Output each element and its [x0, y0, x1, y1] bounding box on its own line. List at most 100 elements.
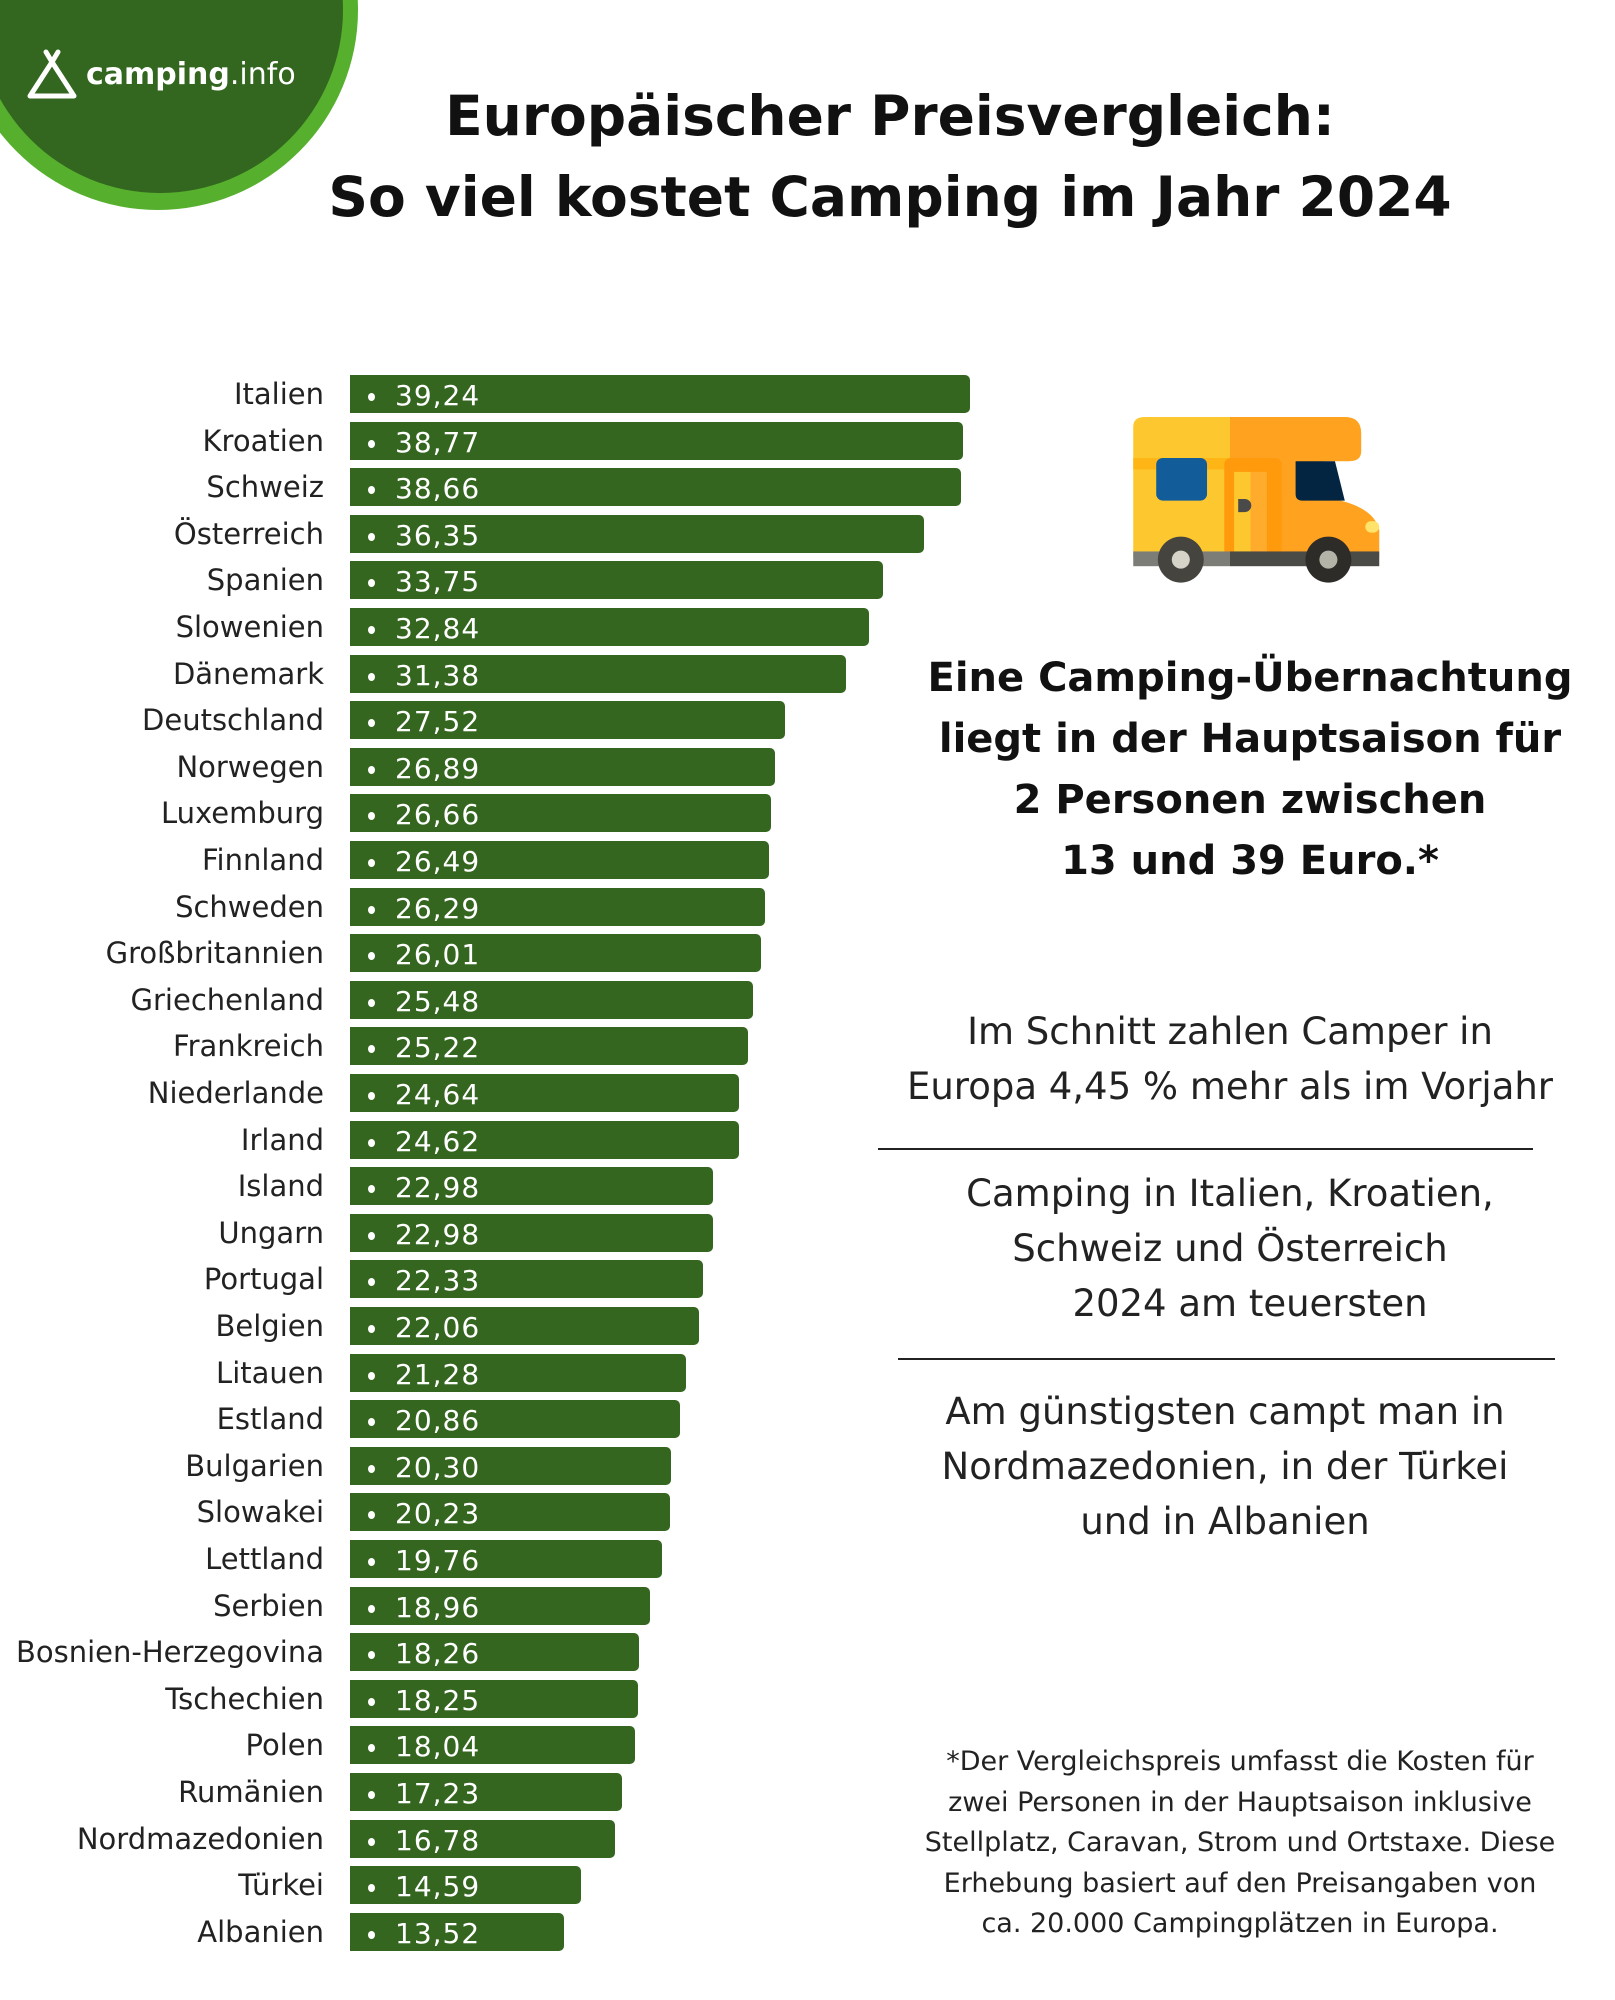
category-label: Lettland: [205, 1542, 324, 1576]
logo-brand: camping: [86, 56, 230, 92]
bar: 19,76: [350, 1540, 663, 1578]
value-label: 26,29: [395, 891, 481, 925]
bar: 22,33: [350, 1260, 703, 1299]
bullet-icon: [368, 1138, 375, 1147]
value-label: 22,98: [395, 1171, 481, 1205]
bullet-icon: [368, 998, 375, 1007]
category-label: Spanien: [206, 563, 324, 598]
bullet-icon: [368, 532, 375, 541]
title-line-2: So viel kostet Camping im Jahr 2024: [328, 165, 1452, 229]
category-label: Schweden: [175, 889, 324, 924]
category-label: Litauen: [216, 1355, 324, 1390]
category-label: Island: [237, 1169, 324, 1204]
bullet-icon: [368, 486, 375, 495]
category-label: Italien: [233, 377, 324, 411]
bar: 22,98: [350, 1213, 714, 1252]
tent-icon: [27, 49, 77, 99]
bullet-icon: [368, 765, 375, 774]
bar: 24,64: [350, 1074, 740, 1112]
category-label: Belgien: [215, 1309, 324, 1343]
value-label: 18,04: [395, 1730, 481, 1764]
value-label: 26,66: [395, 798, 481, 832]
bullet-icon: [368, 1511, 375, 1520]
category-label: Rumänien: [178, 1775, 324, 1809]
category-label: Niederlande: [147, 1076, 324, 1110]
bar: 38,66: [350, 468, 961, 507]
divider: [898, 1358, 1555, 1360]
bar: 27,52: [350, 701, 785, 740]
bullet-icon: [368, 1837, 375, 1846]
bar: 25,48: [350, 980, 753, 1019]
bar: 13,52: [350, 1912, 564, 1951]
headline: Eine Camping-Übernachtung liegt in der H…: [900, 648, 1600, 892]
bar: 31,38: [350, 654, 846, 693]
camper-van-icon: [1133, 416, 1380, 583]
bullet-icon: [368, 1045, 375, 1054]
category-label: Slowenien: [175, 610, 324, 644]
bullet-icon: [368, 393, 375, 401]
footnote-line: zwei Personen in der Hauptsaison inklusi…: [948, 1786, 1532, 1818]
bullet-icon: [368, 1231, 375, 1240]
category-label: Albanien: [197, 1914, 324, 1949]
value-label: 18,25: [395, 1683, 481, 1717]
bullet-icon: [368, 719, 375, 728]
category-label: Estland: [216, 1402, 324, 1437]
category-label: Österreich: [173, 516, 324, 551]
footnote-line: Erhebung basiert auf den Preisangaben vo…: [943, 1867, 1537, 1899]
bar: 38,77: [350, 421, 963, 460]
category-label: Nordmazedonien: [76, 1821, 324, 1856]
fact-most-expensive: Camping in Italien, Kroatien, Schweiz un…: [880, 1166, 1580, 1331]
fact-line: Nordmazedonien, in der Türkei: [941, 1445, 1509, 1488]
bullet-icon: [368, 626, 375, 634]
bullet-icon: [368, 1185, 375, 1194]
bar: 17,23: [350, 1773, 623, 1811]
bullet-icon: [368, 672, 375, 681]
footnote-line: Stellplatz, Caravan, Strom und Ortstaxe.…: [924, 1827, 1556, 1858]
category-label: Luxemburg: [161, 796, 324, 831]
value-label: 24,62: [395, 1124, 481, 1158]
category-label: Ungarn: [218, 1215, 324, 1250]
bullet-icon: [368, 1558, 375, 1566]
bar: 39,24: [350, 375, 970, 413]
value-label: 26,49: [395, 845, 481, 878]
title-line-1: Europäischer Preisvergleich:: [445, 84, 1335, 148]
value-label: 38,66: [395, 472, 481, 506]
bar: 16,78: [350, 1819, 616, 1858]
bullet-icon: [368, 1791, 375, 1799]
fact-average-increase: Im Schnitt zahlen Camper in Europa 4,45 …: [880, 1004, 1580, 1114]
fact-line: Camping in Italien, Kroatien,: [966, 1172, 1494, 1215]
bar: 26,49: [350, 841, 769, 879]
value-label: 27,52: [395, 705, 481, 739]
category-label: Portugal: [203, 1262, 324, 1297]
bar: 22,98: [350, 1167, 714, 1206]
bar: 20,30: [350, 1446, 671, 1485]
footnote-line: *Der Vergleichspreis umfasst die Kosten …: [946, 1746, 1534, 1777]
category-label: Bulgarien: [185, 1448, 324, 1483]
fact-cheapest: Am günstigsten campt man in Nordmazedoni…: [875, 1384, 1575, 1549]
bar: 33,75: [350, 561, 884, 600]
value-label: 25,48: [395, 984, 481, 1018]
category-label: Serbien: [213, 1588, 324, 1623]
category-label: Großbritannien: [105, 936, 324, 971]
bullet-icon: [368, 905, 375, 914]
value-label: 18,26: [395, 1637, 481, 1671]
footnote: *Der Vergleichspreis umfasst die Kosten …: [890, 1742, 1590, 1945]
headline-line: liegt in der Hauptsaison für: [938, 716, 1562, 762]
value-label: 36,35: [395, 518, 481, 552]
category-label: Slowakei: [196, 1495, 324, 1530]
headline-line: Eine Camping-Übernachtung: [927, 655, 1573, 701]
bar: 26,29: [350, 887, 766, 926]
category-label: Finnland: [201, 843, 324, 877]
bullet-icon: [368, 579, 375, 588]
bullet-icon: [368, 1604, 375, 1613]
fact-line: Schweiz und Österreich: [1012, 1227, 1448, 1270]
bullet-icon: [368, 1697, 375, 1706]
value-label: 21,28: [395, 1357, 481, 1391]
category-label: Irland: [240, 1122, 324, 1157]
bullet-icon: [368, 1418, 375, 1427]
value-label: 22,33: [395, 1264, 481, 1298]
value-label: 26,01: [395, 938, 481, 972]
value-label: 17,23: [395, 1777, 481, 1810]
bullet-icon: [368, 1325, 375, 1333]
category-label: Frankreich: [173, 1029, 324, 1064]
